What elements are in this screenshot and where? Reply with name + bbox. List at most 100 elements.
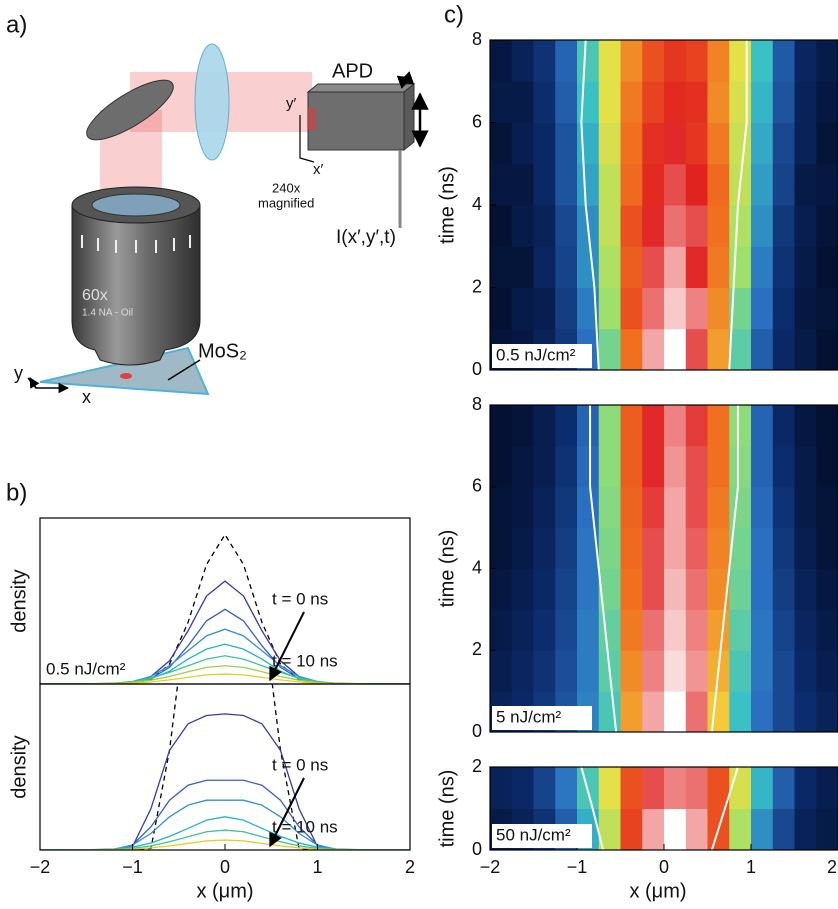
y-tick-label: 0	[472, 721, 482, 741]
heat-cell	[751, 328, 774, 370]
heat-cell	[794, 568, 817, 610]
heat-cell	[620, 405, 643, 447]
heat-cell	[729, 767, 752, 809]
heat-cell	[490, 650, 513, 692]
heat-cell	[751, 609, 774, 651]
x-tick-label: −2	[30, 857, 51, 877]
heat-cell	[533, 650, 556, 692]
heat-cell	[664, 81, 687, 123]
heat-cell	[751, 205, 774, 247]
x-tick-label: 1	[746, 857, 756, 877]
fluence-label: 50 nJ/cm²	[496, 825, 571, 844]
heat-cell	[555, 122, 578, 165]
heat-cell	[598, 691, 621, 732]
y-axis-label: density	[8, 569, 30, 632]
heat-cell	[620, 527, 643, 569]
heat-cell	[729, 568, 752, 610]
heat-cell	[642, 691, 665, 732]
heat-cell	[772, 486, 795, 529]
heat-cell	[620, 691, 643, 732]
arrow	[396, 71, 415, 89]
heat-cell	[729, 405, 752, 447]
y-axis-label: density	[8, 735, 30, 798]
heat-cell	[729, 486, 752, 529]
heat-cell	[620, 486, 643, 529]
heat-cell	[555, 40, 578, 82]
heat-cell	[729, 205, 752, 247]
laser-spot	[120, 373, 132, 379]
heat-cell	[511, 246, 534, 288]
heat-cell	[751, 163, 774, 206]
heat-cell	[533, 205, 556, 247]
heat-cell	[794, 527, 817, 569]
heat-cell	[816, 568, 838, 610]
heat-cell	[794, 486, 817, 529]
heat-cell	[685, 609, 708, 651]
axis-label: y	[14, 363, 23, 383]
heat-cell	[533, 527, 556, 569]
heat-cell	[642, 486, 665, 529]
heat-cell	[620, 287, 643, 330]
heat-cell	[816, 527, 838, 569]
y-tick-label: 0	[472, 839, 482, 859]
heat-cell	[620, 81, 643, 123]
heat-cell	[772, 568, 795, 610]
heat-cell	[577, 767, 600, 809]
heat-cell	[794, 445, 817, 488]
heat-cell	[577, 81, 600, 123]
heat-cell	[664, 808, 687, 850]
heat-cell	[642, 767, 665, 809]
y-axis-label: time (ns)	[436, 166, 458, 244]
heat-cell	[598, 205, 621, 247]
heat-cell	[598, 287, 621, 330]
heat-cell	[620, 568, 643, 610]
heat-cell	[664, 527, 687, 569]
heat-cell	[533, 445, 556, 488]
heat-cell	[620, 40, 643, 82]
heat-cell	[642, 40, 665, 82]
density-curve	[40, 684, 410, 850]
heat-cell	[707, 691, 730, 732]
heat-cell	[490, 287, 513, 330]
y-tick-label: 6	[472, 476, 482, 496]
heat-cell	[642, 81, 665, 123]
heat-cell	[511, 163, 534, 206]
panel-label: b)	[6, 479, 27, 506]
x-tick-label: 1	[312, 857, 322, 877]
heat-cell	[794, 81, 817, 123]
heat-cell	[772, 205, 795, 247]
magnification: 240x	[272, 180, 301, 195]
heat-cell	[577, 650, 600, 692]
annotation: t = 0 ns	[272, 755, 328, 774]
heat-cell	[533, 40, 556, 82]
panel-a: a) 60x 1.4 NA - Oil APD y′ x′ 240x magni…	[6, 11, 429, 407]
heat-cell	[598, 122, 621, 165]
heat-cell	[642, 445, 665, 488]
heat-cell	[772, 81, 795, 123]
y-tick-label: 6	[472, 111, 482, 131]
heat-cell	[555, 205, 578, 247]
annotation: t = 10 ns	[272, 817, 338, 836]
fluence-label: 0.5 nJ/cm²	[496, 345, 576, 364]
heat-cell	[511, 122, 534, 165]
heat-cell	[555, 650, 578, 692]
heat-cell	[729, 445, 752, 488]
heat-cell	[620, 328, 643, 370]
signal-label: I(x′,y′,t)	[336, 227, 396, 248]
annotation-arrow	[269, 777, 305, 848]
heat-cell	[751, 767, 774, 809]
heat-cell	[729, 246, 752, 288]
heat-cell	[620, 650, 643, 692]
heat-cell	[642, 527, 665, 569]
heat-cell	[598, 609, 621, 651]
heat-cell	[794, 122, 817, 165]
x-tick-label: −1	[122, 857, 143, 877]
heat-cell	[729, 691, 752, 732]
heat-cell	[577, 40, 600, 82]
heat-cell	[598, 568, 621, 610]
heat-cell	[772, 163, 795, 206]
plot-area	[490, 40, 838, 370]
heat-cell	[816, 405, 838, 447]
heat-cell	[816, 445, 838, 488]
